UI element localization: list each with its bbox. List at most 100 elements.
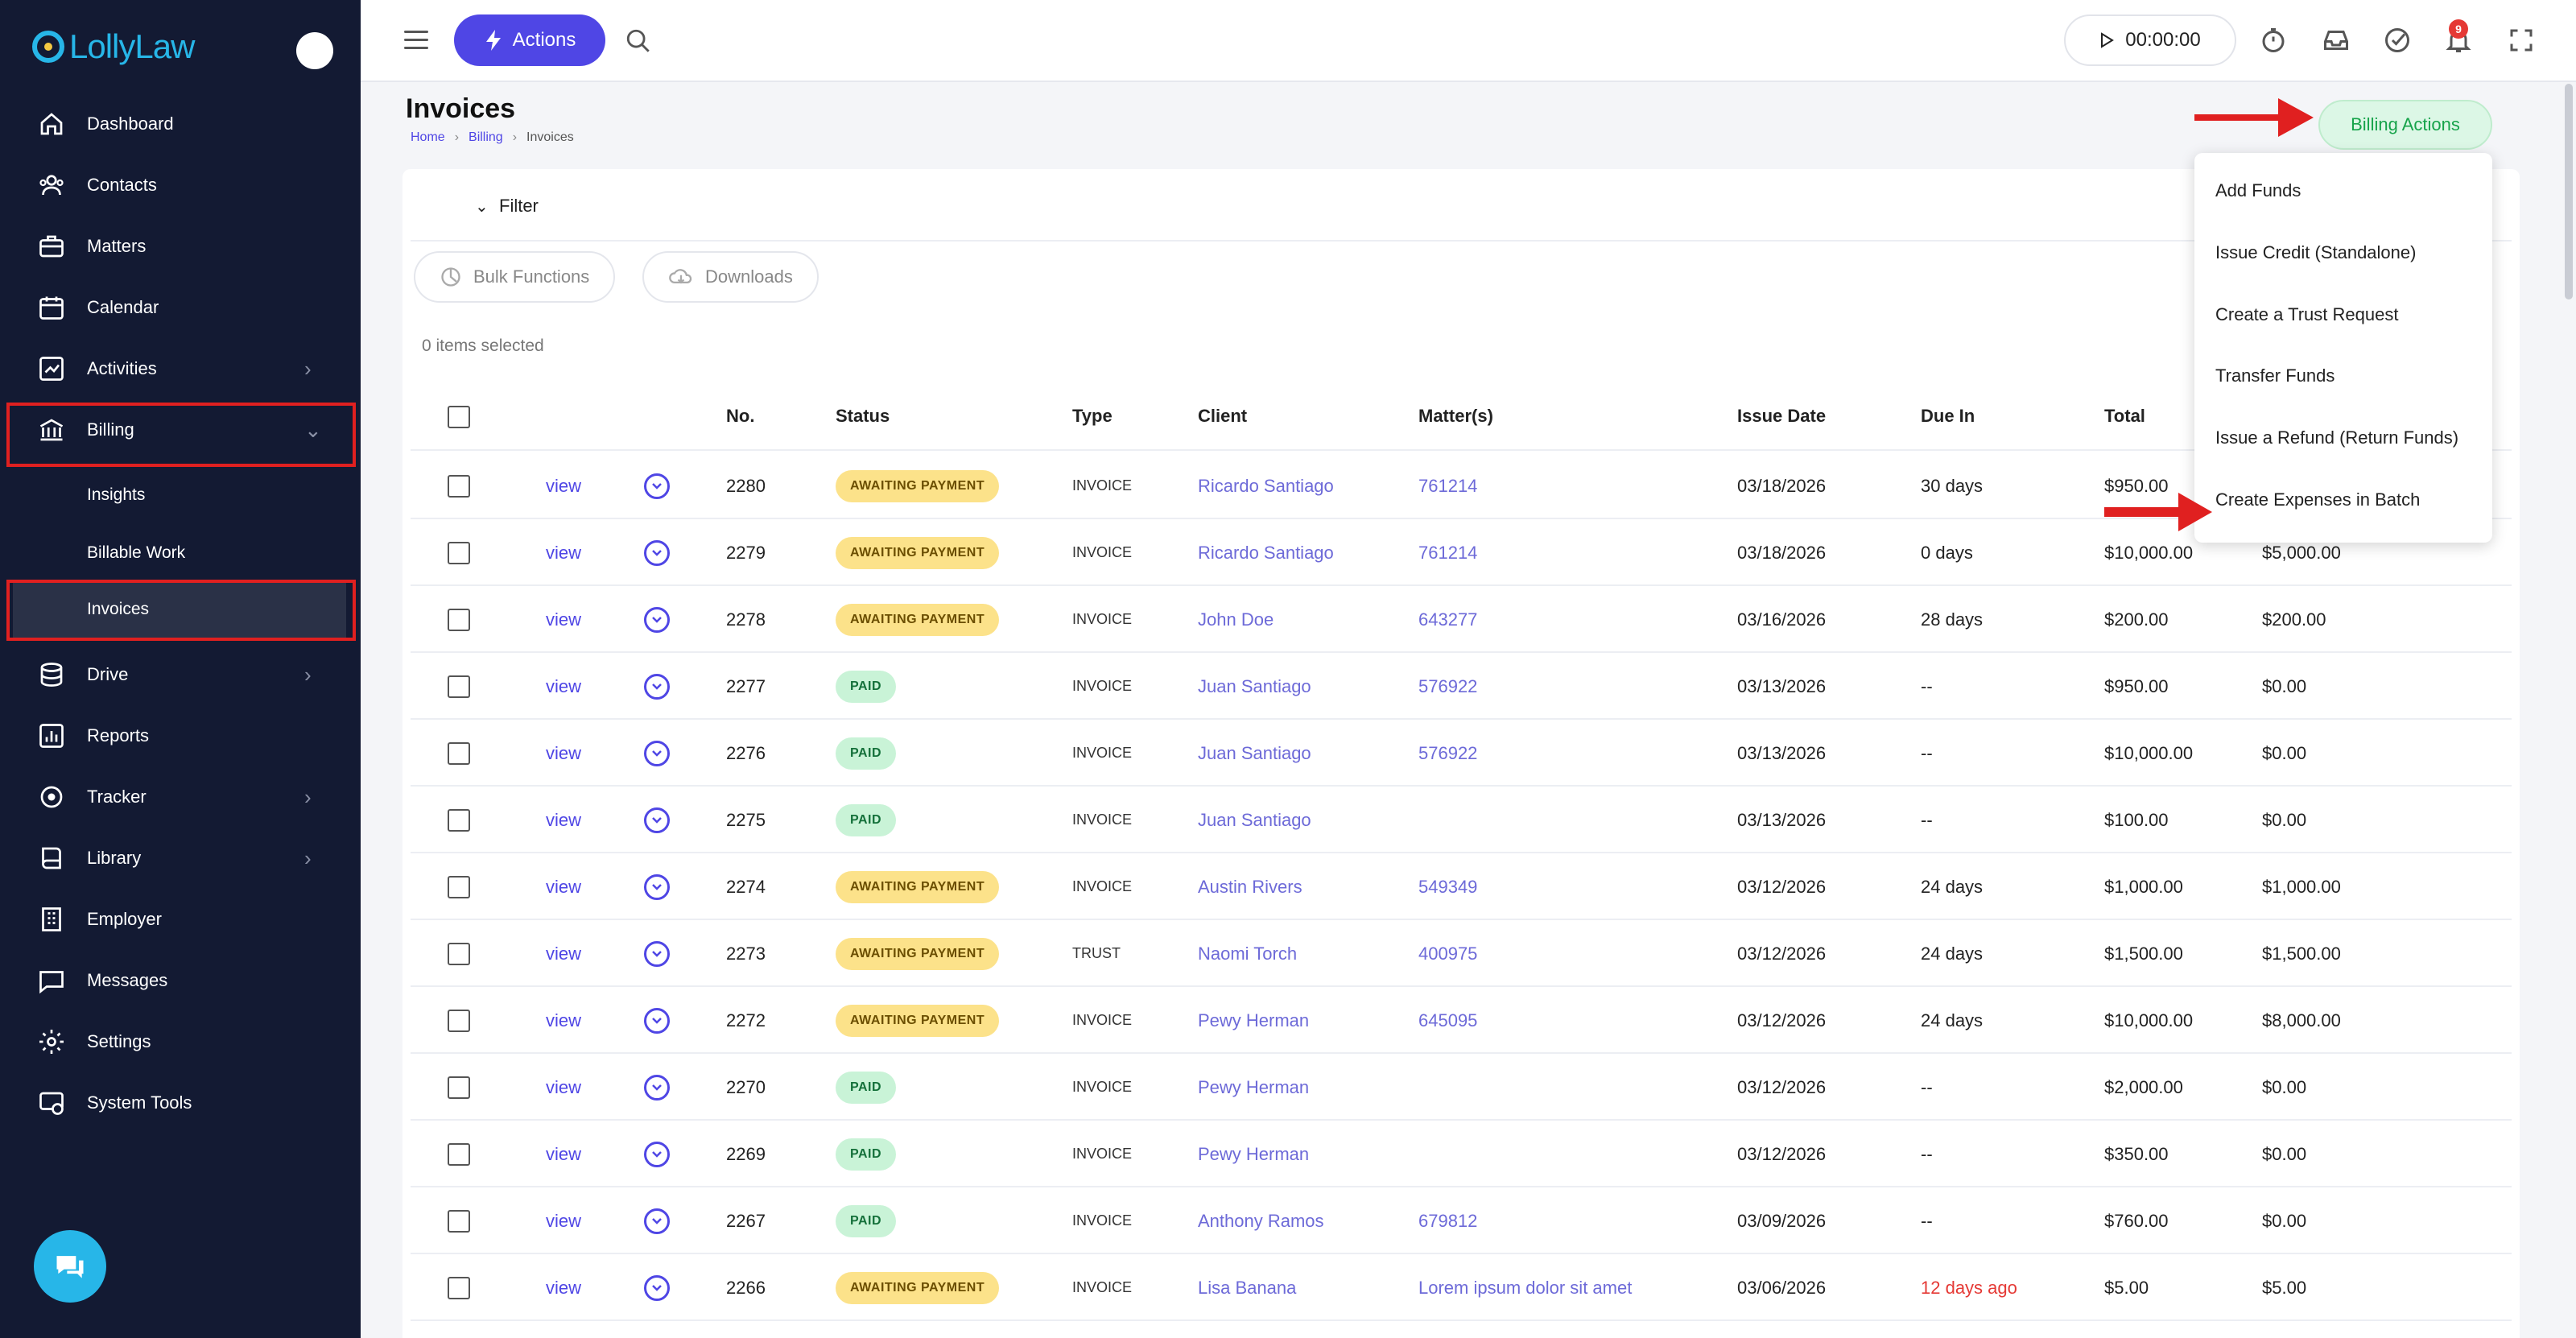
row-checkbox[interactable] [448, 741, 470, 765]
page-scrollbar[interactable] [2565, 84, 2573, 299]
sidebar-item-calendar[interactable]: Calendar [0, 277, 361, 338]
sidebar-item-messages[interactable]: Messages [0, 950, 361, 1011]
matter-link[interactable]: 400975 [1418, 943, 1478, 964]
menu-item-create-expenses-in-batch[interactable]: Create Expenses in Batch [2215, 489, 2421, 510]
client-link[interactable]: Naomi Torch [1198, 943, 1298, 964]
search-icon[interactable] [625, 27, 652, 55]
client-link[interactable]: Lisa Banana [1198, 1277, 1297, 1298]
sidebar-subitem-billable-work[interactable]: Billable Work [0, 525, 361, 581]
header-type[interactable]: Type [1072, 406, 1113, 426]
view-link[interactable]: view [546, 943, 582, 964]
header-client[interactable]: Client [1198, 406, 1248, 426]
menu-item-transfer-funds[interactable]: Transfer Funds [2215, 365, 2335, 386]
breadcrumb-home[interactable]: Home [411, 130, 445, 144]
view-link[interactable]: view [546, 1076, 582, 1097]
matter-link[interactable]: 761214 [1418, 542, 1478, 563]
row-dropdown-button[interactable] [644, 606, 670, 633]
client-link[interactable]: Ricardo Santiago [1198, 542, 1334, 563]
matter-link[interactable]: 576922 [1418, 675, 1478, 696]
client-link[interactable]: Pewy Herman [1198, 1143, 1310, 1164]
row-dropdown-button[interactable] [644, 940, 670, 967]
row-dropdown-button[interactable] [644, 1274, 670, 1301]
row-checkbox[interactable] [448, 1276, 470, 1299]
header-status[interactable]: Status [836, 406, 890, 426]
sidebar-item-matters[interactable]: Matters [0, 216, 361, 277]
row-dropdown-button[interactable] [644, 673, 670, 700]
matter-link[interactable]: 643277 [1418, 609, 1478, 630]
matter-link[interactable]: 549349 [1418, 876, 1478, 897]
header-issue-date[interactable]: Issue Date [1737, 406, 1827, 426]
matter-link[interactable]: 576922 [1418, 742, 1478, 763]
sidebar-item-activities[interactable]: Activities › [0, 338, 361, 399]
sidebar-item-system-tools[interactable]: System Tools [0, 1072, 361, 1134]
menu-item-create-a-trust-request[interactable]: Create a Trust Request [2215, 304, 2399, 324]
row-checkbox[interactable] [448, 608, 470, 631]
row-checkbox[interactable] [448, 541, 470, 564]
actions-button[interactable]: Actions [454, 14, 605, 66]
view-link[interactable]: view [546, 1010, 582, 1030]
view-link[interactable]: view [546, 1277, 582, 1298]
matter-link[interactable]: 645095 [1418, 1010, 1478, 1030]
row-dropdown-button[interactable] [644, 807, 670, 833]
client-link[interactable]: Ricardo Santiago [1198, 475, 1334, 496]
filter-bar[interactable]: ⌄ Filter [411, 172, 2512, 242]
row-checkbox[interactable] [448, 1076, 470, 1099]
row-checkbox[interactable] [448, 1209, 470, 1233]
view-link[interactable]: view [546, 1210, 582, 1231]
row-dropdown-button[interactable] [644, 1074, 670, 1101]
sidebar-item-billing[interactable]: Billing ⌄ [0, 399, 361, 460]
view-link[interactable]: view [546, 876, 582, 897]
client-link[interactable]: Juan Santiago [1198, 809, 1311, 830]
row-checkbox[interactable] [448, 942, 470, 965]
sidebar-subitem-invoices[interactable]: Invoices [13, 581, 346, 638]
client-link[interactable]: Austin Rivers [1198, 876, 1302, 897]
app-logo[interactable]: LollyLaw [32, 27, 195, 66]
menu-item-issue-a-refund-return-funds[interactable]: Issue a Refund (Return Funds) [2215, 427, 2459, 448]
inbox-icon[interactable] [2322, 26, 2351, 55]
bulk-functions-button[interactable]: Bulk Functions [414, 251, 616, 303]
row-checkbox[interactable] [448, 808, 470, 832]
header-matters[interactable]: Matter(s) [1418, 406, 1493, 426]
menu-item-issue-credit-standalone[interactable]: Issue Credit (Standalone) [2215, 242, 2417, 262]
sidebar-item-contacts[interactable]: Contacts [0, 155, 361, 216]
chat-button[interactable] [34, 1230, 106, 1303]
client-link[interactable]: Pewy Herman [1198, 1076, 1310, 1097]
select-all-checkbox[interactable] [448, 406, 470, 428]
view-link[interactable]: view [546, 475, 582, 496]
stopwatch-icon[interactable] [2259, 26, 2288, 55]
view-link[interactable]: view [546, 1143, 582, 1164]
sidebar-item-reports[interactable]: Reports [0, 705, 361, 766]
sidebar-item-dashboard[interactable]: Dashboard [0, 93, 361, 155]
client-link[interactable]: Pewy Herman [1198, 1010, 1310, 1030]
downloads-button[interactable]: Downloads [642, 251, 819, 303]
row-dropdown-button[interactable] [644, 1007, 670, 1034]
row-dropdown-button[interactable] [644, 1208, 670, 1234]
row-checkbox[interactable] [448, 474, 470, 498]
timer-button[interactable]: 00:00:00 [2064, 14, 2236, 66]
view-link[interactable]: view [546, 742, 582, 763]
sidebar-subitem-insights[interactable]: Insights [0, 467, 361, 523]
view-link[interactable]: view [546, 542, 582, 563]
matter-link[interactable]: Lorem ipsum dolor sit amet [1418, 1277, 1633, 1298]
billing-actions-button[interactable]: Billing Actions [2318, 100, 2492, 150]
row-checkbox[interactable] [448, 1009, 470, 1032]
sidebar-item-employer[interactable]: Employer [0, 889, 361, 950]
header-due-in[interactable]: Due In [1921, 406, 1975, 426]
menu-item-add-funds[interactable]: Add Funds [2215, 180, 2301, 200]
sidebar-item-drive[interactable]: Drive › [0, 644, 361, 705]
header-no[interactable]: No. [726, 406, 755, 426]
view-link[interactable]: view [546, 809, 582, 830]
row-dropdown-button[interactable] [644, 873, 670, 900]
row-dropdown-button[interactable] [644, 473, 670, 499]
client-link[interactable]: Juan Santiago [1198, 675, 1311, 696]
client-link[interactable]: John Doe [1198, 609, 1274, 630]
client-link[interactable]: Juan Santiago [1198, 742, 1311, 763]
task-check-icon[interactable] [2383, 26, 2412, 55]
sidebar-item-library[interactable]: Library › [0, 828, 361, 889]
sidebar-item-settings[interactable]: Settings [0, 1011, 361, 1072]
row-dropdown-button[interactable] [644, 1141, 670, 1167]
row-checkbox[interactable] [448, 1142, 470, 1166]
view-link[interactable]: view [546, 675, 582, 696]
header-total[interactable]: Total [2104, 406, 2145, 426]
avatar[interactable] [296, 32, 333, 69]
